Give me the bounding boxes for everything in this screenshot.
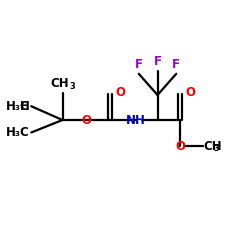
Text: H₃C: H₃C [6,100,30,113]
Text: O: O [185,86,195,99]
Text: F: F [172,58,180,71]
Text: H₃C: H₃C [6,126,30,139]
Text: F: F [135,58,143,71]
Text: 3: 3 [213,144,219,153]
Text: F: F [154,55,162,68]
Text: CH: CH [50,76,69,90]
Text: H: H [20,100,30,113]
Text: O: O [115,86,125,99]
Text: CH: CH [204,140,223,153]
Text: O: O [175,140,185,153]
Text: NH: NH [126,114,146,126]
Text: 3: 3 [69,82,75,90]
Text: O: O [81,114,91,126]
